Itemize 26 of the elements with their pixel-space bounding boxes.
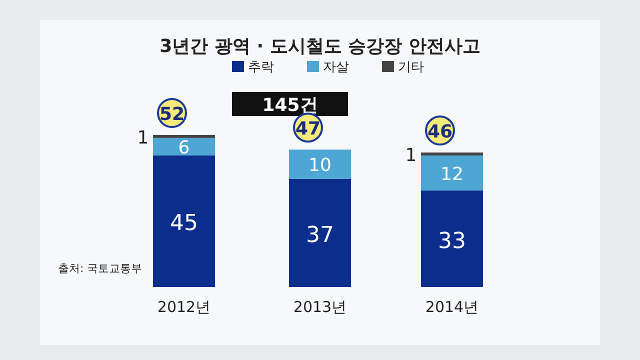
bar	[421, 152, 483, 156]
data-label: 33	[438, 228, 466, 254]
legend-label: 추락	[248, 60, 274, 75]
data-label: 12	[440, 164, 464, 185]
bar	[153, 135, 215, 138]
total-label: 52	[159, 104, 185, 125]
chart-title: 3년간 광역 · 도시철도 승강장 안전사고	[160, 36, 480, 57]
data-label: 1	[405, 145, 417, 166]
data-label: 6	[178, 138, 190, 159]
annotation: 출처: 국토교통부	[58, 262, 142, 275]
bar	[153, 138, 215, 156]
data-label: 37	[306, 222, 334, 248]
total-label: 47	[295, 118, 321, 140]
x-tick-label: 2012년	[157, 298, 211, 316]
x-tick-label: 2014년	[425, 298, 479, 316]
legend-label: 자살	[323, 60, 349, 75]
x-tick-label: 2013년	[293, 298, 347, 316]
data-label: 1	[137, 127, 149, 148]
total-label: 46	[427, 122, 453, 143]
bar	[153, 155, 215, 287]
bar	[421, 190, 483, 287]
bar	[421, 155, 483, 191]
legend-label: 기타	[398, 60, 424, 75]
text: 145건	[262, 95, 318, 116]
data-label: 10	[308, 155, 332, 176]
data-label: 45	[170, 211, 198, 236]
